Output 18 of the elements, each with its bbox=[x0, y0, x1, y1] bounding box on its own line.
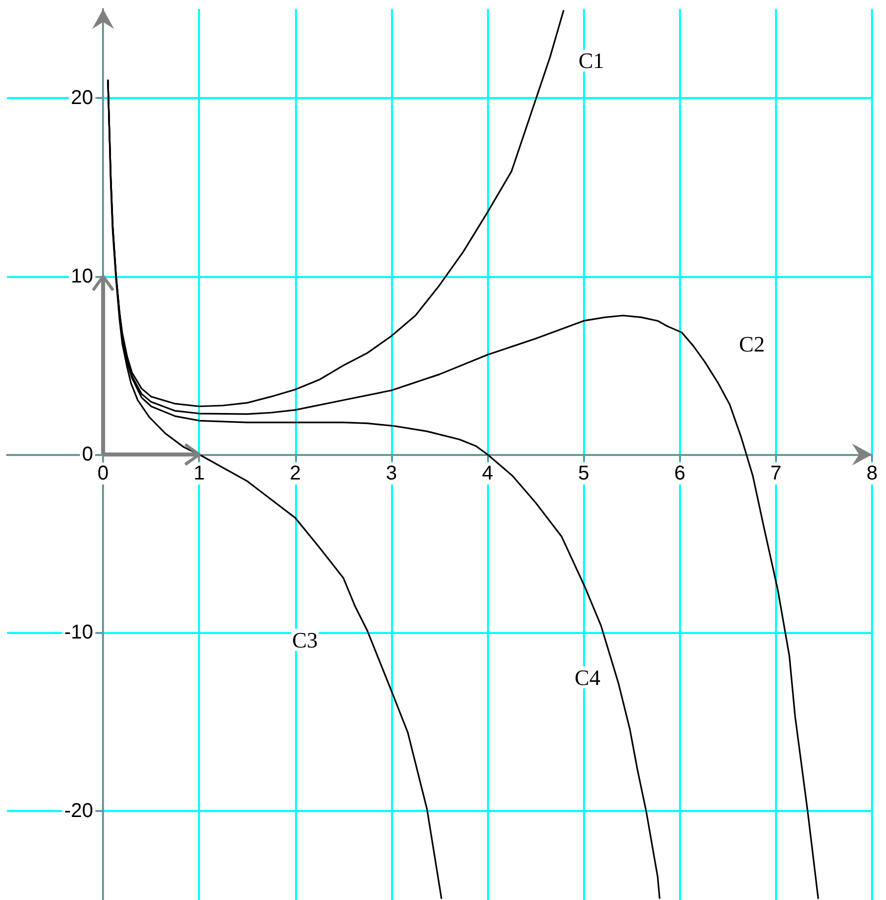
x-tick-label: 5 bbox=[578, 462, 590, 484]
annotation: C3 bbox=[292, 627, 318, 652]
y-tick-label: 10 bbox=[70, 265, 94, 288]
x-tick-label: 0 bbox=[98, 462, 109, 484]
y-tick-label: -20 bbox=[64, 800, 94, 822]
x-tick-label: 6 bbox=[674, 462, 686, 484]
annotation: C4 bbox=[574, 664, 600, 690]
x-tick-label: 2 bbox=[290, 462, 301, 484]
x-tick-label: 8 bbox=[866, 462, 878, 484]
y-tick-label: -10 bbox=[64, 622, 94, 644]
x-tick-label: 7 bbox=[770, 462, 782, 484]
x-tick-label: 1 bbox=[194, 462, 205, 484]
x-tick-label: 4 bbox=[482, 462, 494, 484]
x-tick-label: 3 bbox=[386, 462, 398, 484]
y-tick-label: 0 bbox=[82, 444, 94, 466]
y-tick-label: 20 bbox=[70, 87, 94, 110]
annotation: C1 bbox=[578, 48, 604, 74]
annotation: C2 bbox=[739, 332, 765, 357]
